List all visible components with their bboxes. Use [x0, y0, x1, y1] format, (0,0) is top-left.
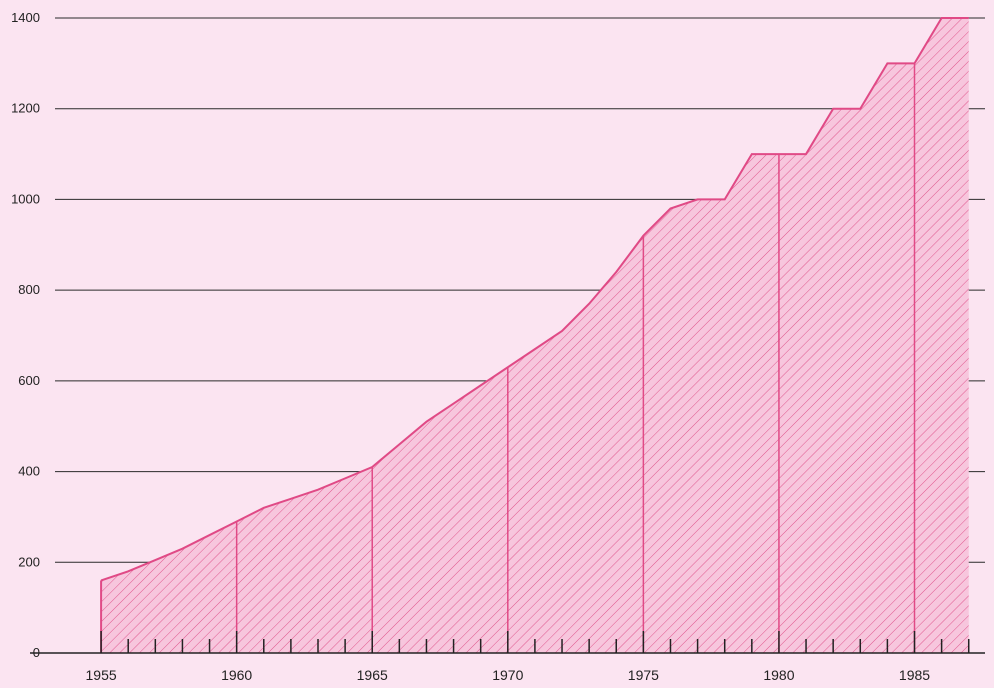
- y-tick-label: 600: [18, 373, 40, 388]
- area-fill: [101, 18, 969, 653]
- x-axis: 195519601965197019751980198519: [30, 631, 985, 683]
- x-tick-label: 1970: [492, 667, 523, 683]
- x-tick-label: 1955: [86, 667, 117, 683]
- area-outline: [100, 17, 969, 582]
- x-tick-label: 1965: [357, 667, 388, 683]
- y-tick-label: 1000: [11, 191, 40, 206]
- area-series: [100, 17, 969, 653]
- y-tick-label: 400: [18, 464, 40, 479]
- x-tick-label: 1980: [763, 667, 794, 683]
- y-tick-label: 200: [18, 554, 40, 569]
- x-tick-label: 1960: [221, 667, 252, 683]
- y-axis: 0200400600800100012001400: [11, 10, 40, 660]
- y-tick-label: 1200: [11, 101, 40, 116]
- y-tick-label: 800: [18, 282, 40, 297]
- x-tick-label: 1975: [628, 667, 659, 683]
- x-tick-label: 1985: [899, 667, 930, 683]
- y-tick-label: 1400: [11, 10, 40, 25]
